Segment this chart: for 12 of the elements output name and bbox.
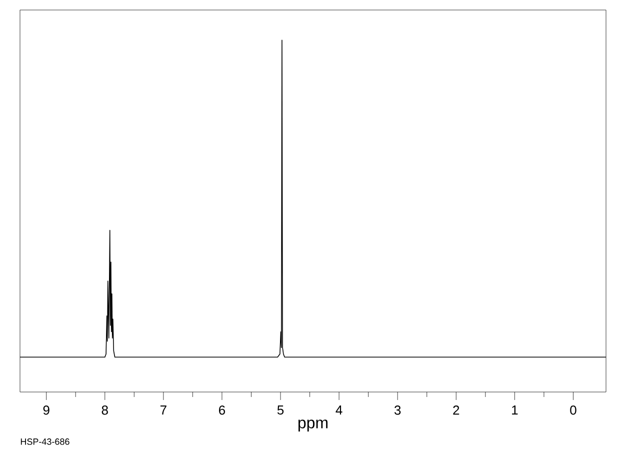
x-axis-title: ppm (298, 420, 328, 432)
x-tick-label: 9 (43, 406, 50, 415)
text: HSP-43-686 (20, 438, 70, 445)
x-tick-label: 3 (394, 406, 401, 415)
x-tick-label: 2 (453, 406, 460, 415)
x-tick-label: 4 (336, 406, 342, 414)
x-tick-label: 1 (512, 406, 518, 414)
x-tick-label: 7 (160, 406, 166, 414)
x-tick-label: 8 (102, 406, 108, 415)
x-tick-label: 6 (219, 406, 226, 415)
x-tick-label: 0 (570, 406, 576, 415)
x-tick-label: 5 (277, 406, 284, 415)
